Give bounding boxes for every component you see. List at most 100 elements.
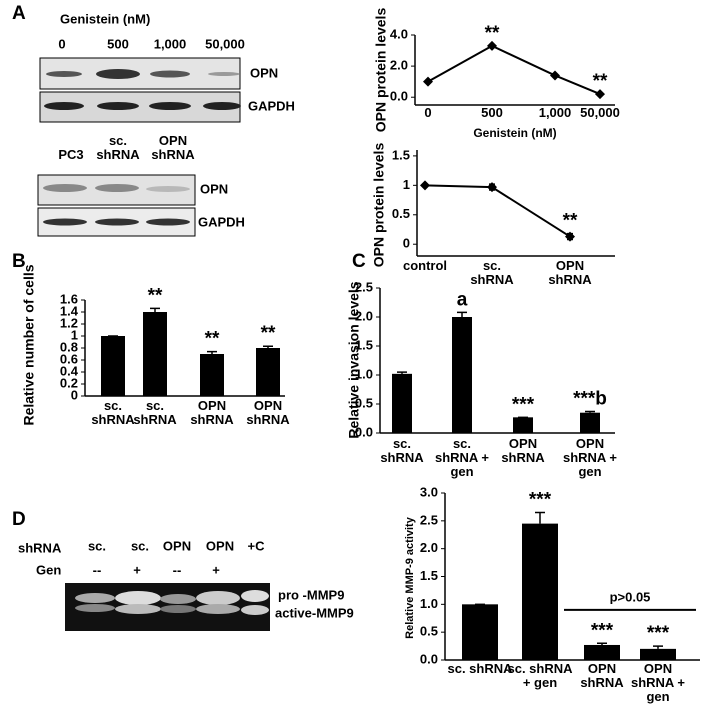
x-tick-label: sc. shRNA + gen <box>434 436 490 479</box>
x-tick-label: OPN shRNA <box>190 398 234 427</box>
blot-bands <box>46 69 240 79</box>
panel-label: B <box>12 251 26 272</box>
y-tick-label: 1.5 <box>392 147 410 162</box>
y-axis-title: Relative number of cells <box>21 264 37 425</box>
error-bar <box>489 183 495 191</box>
bar <box>640 648 676 660</box>
band-label: pro -MMP9 <box>278 587 344 602</box>
y-tick-label: 1 <box>403 177 410 192</box>
significance: ** <box>485 23 500 44</box>
x-tick-label: control <box>402 258 448 273</box>
line <box>424 184 571 238</box>
x-tick-label: sc. shRNA <box>91 398 135 427</box>
error-bar <box>597 642 607 645</box>
y-tick-label: 1.6 <box>60 291 78 306</box>
error-bar <box>150 307 160 312</box>
significance: ** <box>593 71 608 92</box>
blot-bands <box>44 102 241 110</box>
blot-box <box>39 57 241 90</box>
y-tick-label: 0.2 <box>60 375 78 390</box>
x-tick-label: sc. shRNA <box>380 436 424 465</box>
bar <box>584 644 620 660</box>
y-axis-title: OPN protein levels <box>373 8 389 133</box>
error-bar <box>457 311 467 317</box>
y-tick-label: 0 <box>71 387 78 402</box>
bar <box>392 373 412 433</box>
y-tick-label: 1.5 <box>420 568 438 583</box>
lane-label: sc. <box>88 538 106 553</box>
x-tick-label: OPN shRNA + gen <box>562 436 618 479</box>
x-tick-label: 500 <box>481 105 503 120</box>
error-bar <box>653 645 663 649</box>
y-tick-label: 0.0 <box>390 89 408 104</box>
blot-row-label: GAPDH <box>198 214 245 229</box>
x-tick-label: OPN shRNA <box>246 398 290 427</box>
bar <box>462 604 498 660</box>
lane-label: +C <box>248 538 266 553</box>
y-tick-label: 1.2 <box>60 315 78 330</box>
x-tick-label: 50,000 <box>580 105 620 120</box>
error-bar <box>567 232 573 241</box>
significance: ** <box>148 285 163 306</box>
significance: ***b <box>573 389 607 410</box>
panel-label: D <box>12 509 26 530</box>
y-tick-label: 1.4 <box>60 303 79 318</box>
significance: *** <box>647 623 670 644</box>
bar <box>580 412 600 433</box>
y-tick-label: 2.0 <box>355 308 373 323</box>
significance: ** <box>261 323 276 344</box>
blot-row-label: OPN <box>250 65 278 80</box>
bar <box>513 417 533 433</box>
y-axis-title: Relative MMP-9 activity <box>404 516 416 639</box>
x-tick-label: 1,000 <box>538 105 572 120</box>
lane-label: OPN shRNA <box>151 133 195 162</box>
error-bar <box>263 345 273 348</box>
y-tick-label: 2.5 <box>420 512 438 527</box>
y-tick-label: 4.0 <box>390 26 408 41</box>
marker <box>595 89 605 100</box>
y-tick-label: 0.5 <box>420 624 438 639</box>
x-tick-label: sc. shRNA <box>133 398 177 427</box>
y-tick-label: 0.6 <box>60 351 78 366</box>
y-tick-label: 1.0 <box>420 596 438 611</box>
error-bar <box>585 410 595 413</box>
y-tick-label: 0.0 <box>355 424 373 439</box>
lane-label: OPN <box>163 538 191 553</box>
lane-label: sc. <box>131 538 149 553</box>
error-bar <box>207 350 217 354</box>
bar <box>101 336 125 396</box>
x-axis-title: Genistein (nM) <box>473 126 556 140</box>
panel-label: C <box>352 251 366 272</box>
x-tick-label: OPN shRNA <box>580 661 624 690</box>
lane-label: + <box>212 562 220 577</box>
x-tick-label: sc. shRNA <box>447 661 513 676</box>
blot-row-label: GAPDH <box>248 98 295 113</box>
band-label: active-MMP9 <box>275 605 354 620</box>
y-tick-label: 0.0 <box>420 651 438 666</box>
bar <box>256 348 280 396</box>
bar <box>200 354 224 396</box>
x-tick-label: sc. shRNA + gen <box>507 661 573 690</box>
bar <box>522 523 558 660</box>
blot-header: Genistein (nM) <box>60 11 150 26</box>
gel-bands <box>75 590 269 615</box>
lane-label: 1,000 <box>154 36 187 51</box>
bar <box>143 312 167 396</box>
annotation: p>0.05 <box>610 589 651 604</box>
error-bar <box>535 511 545 524</box>
y-tick-label: 3.0 <box>420 484 438 499</box>
error-bar <box>397 371 407 374</box>
y-tick-label: 2.0 <box>390 58 408 73</box>
lane-label: 50,000 <box>205 36 245 51</box>
x-tick-label: 0 <box>424 105 432 120</box>
x-tick-label: sc. shRNA <box>470 258 514 287</box>
y-tick-label: 1 <box>71 327 78 342</box>
x-tick-label: OPN shRNA <box>548 258 592 287</box>
y-tick-label: 1.5 <box>355 337 373 352</box>
lane-label: 0 <box>58 36 65 51</box>
lane-label: sc. shRNA <box>96 133 140 162</box>
lane-label: 500 <box>107 36 129 51</box>
blot-bands <box>43 184 190 192</box>
